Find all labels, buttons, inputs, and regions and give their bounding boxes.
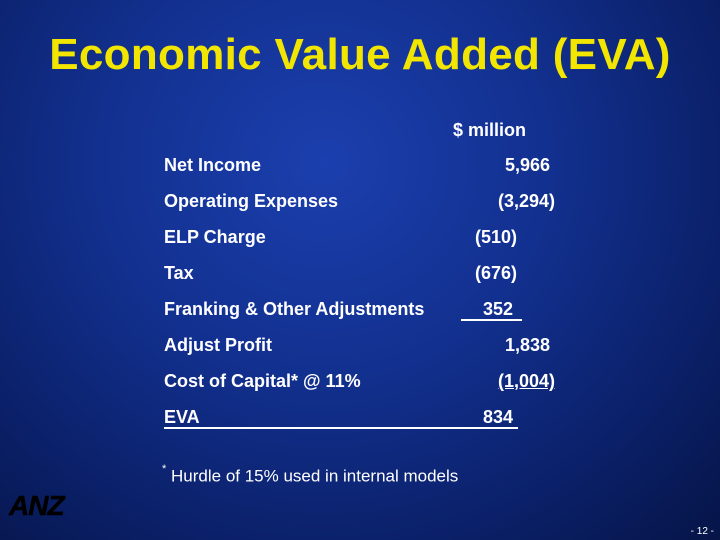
row-label-elp-charge: ELP Charge <box>164 227 266 247</box>
footnote-text: Hurdle of 15% used in internal models <box>171 466 459 486</box>
row-value-adjust-profit: 1,838 <box>505 335 551 355</box>
row-label-cost-of-capital: Cost of Capital* @ 11% <box>164 371 361 391</box>
svg-text:ANZ: ANZ <box>8 492 65 518</box>
row-label-tax: Tax <box>164 263 194 283</box>
row-value-operating-expenses: (3,294) <box>498 191 556 211</box>
row-label-franking-adjustments: Franking & Other Adjustments <box>164 299 425 319</box>
row-value-elp-charge: (510) <box>475 227 518 247</box>
row-label-adjust-profit: Adjust Profit <box>164 335 272 355</box>
page-number: - 12 - <box>690 526 714 537</box>
row-label-operating-expenses: Operating Expenses <box>164 191 339 211</box>
row-value-franking-adjustments: 352 <box>483 299 514 319</box>
row-value-tax: (676) <box>475 263 518 283</box>
row-value-eva: 834 <box>483 407 514 427</box>
row-value-cost-of-capital: (1,004) <box>498 371 556 391</box>
footnote: * Hurdle of 15% used in internal models <box>162 463 459 487</box>
eva-underline <box>164 427 518 429</box>
franking-underline <box>461 319 522 321</box>
row-label-eva: EVA <box>164 407 200 427</box>
anz-logo: ANZ <box>8 490 80 523</box>
slide-title: Economic Value Added (EVA) <box>49 30 671 79</box>
row-value-net-income: 5,966 <box>505 155 551 175</box>
row-label-net-income: Net Income <box>164 155 262 175</box>
footnote-marker: * <box>162 463 167 475</box>
unit-header: $ million <box>453 120 527 140</box>
